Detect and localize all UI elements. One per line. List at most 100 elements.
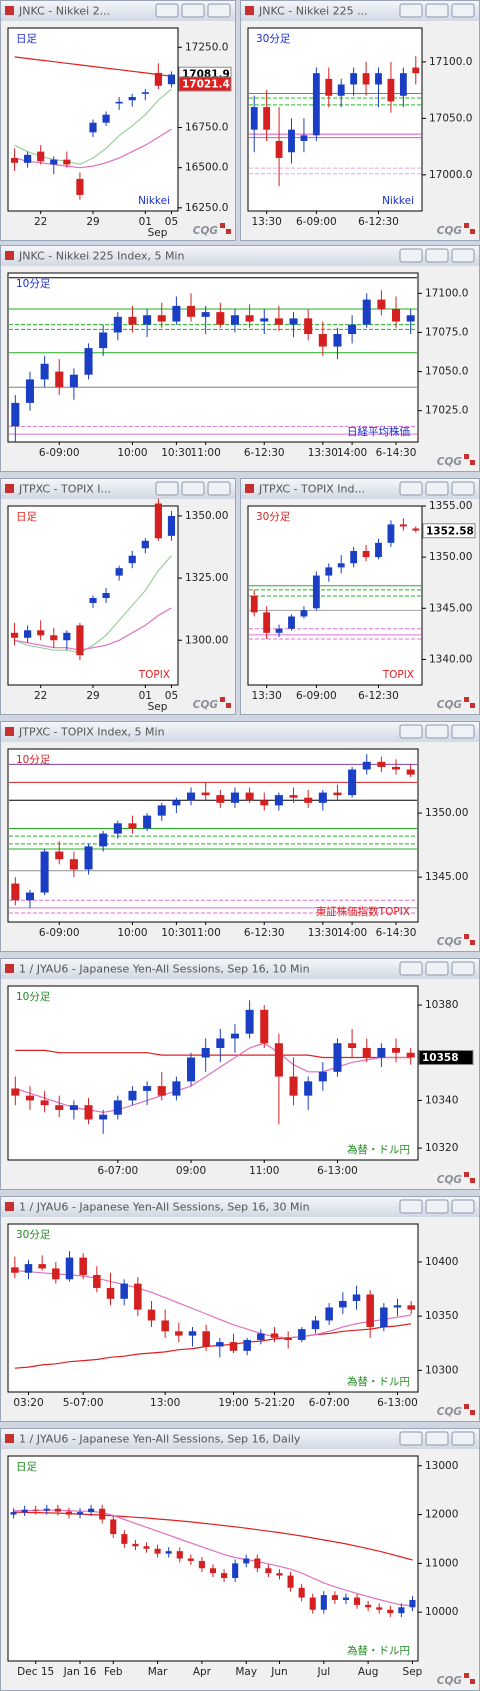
window-button[interactable] xyxy=(425,1431,449,1446)
window-button[interactable] xyxy=(451,481,475,496)
candle-body xyxy=(10,632,19,638)
candle-body xyxy=(84,846,93,870)
window-button[interactable] xyxy=(399,1431,423,1446)
chart-window: 1 / JYAU6 - Japanese Yen-All Sessions, S… xyxy=(0,1428,480,1691)
candle-body xyxy=(339,1300,347,1308)
candle-body xyxy=(284,1337,292,1340)
x-tick-label: 6-14:30 xyxy=(376,927,417,939)
candle-body xyxy=(342,1597,350,1600)
candle-body xyxy=(128,823,137,829)
window-button[interactable] xyxy=(399,961,423,976)
window-button[interactable] xyxy=(451,724,475,739)
candle-body xyxy=(161,1320,169,1332)
period-label: 日足 xyxy=(16,33,37,45)
candle-body xyxy=(333,1043,342,1072)
candle-body xyxy=(110,1519,117,1535)
candle-body xyxy=(377,761,386,767)
candle-body xyxy=(318,334,327,347)
window-button[interactable] xyxy=(399,481,423,496)
logo: CQG xyxy=(437,1174,463,1186)
price-tag-label: 1352.58 xyxy=(426,525,474,537)
window-button[interactable] xyxy=(181,3,205,18)
candle-body xyxy=(298,1329,306,1340)
logo-mark xyxy=(464,697,469,702)
window-icon xyxy=(5,251,14,260)
candle-body xyxy=(362,1047,371,1058)
candle-body xyxy=(320,1595,327,1610)
x-tick-label: 13:30 xyxy=(308,447,338,459)
x-tick-label: 13:00 xyxy=(150,1397,180,1409)
candle-body xyxy=(376,1607,383,1610)
x-tick-label: 6-13:00 xyxy=(377,1397,418,1409)
candle-body xyxy=(10,1512,17,1515)
candle-body xyxy=(154,503,162,539)
window-button[interactable] xyxy=(425,248,449,263)
candle-body xyxy=(99,332,108,349)
plot-area xyxy=(7,1223,419,1393)
window-icon xyxy=(5,484,14,493)
logo: CQG xyxy=(437,699,463,711)
candle-body xyxy=(113,823,122,834)
window-button[interactable] xyxy=(399,724,423,739)
chart-window: JTPXC - TOPIX Index, 5 Min 1350.00 1345.00… xyxy=(0,721,480,952)
candle-body xyxy=(141,92,149,94)
window-button[interactable] xyxy=(451,1431,475,1446)
candle-body xyxy=(245,315,254,322)
window-button[interactable] xyxy=(425,724,449,739)
candle-body xyxy=(243,1339,251,1351)
window-button[interactable] xyxy=(207,3,231,18)
moving-average xyxy=(14,56,172,77)
y-tick-label: 12000 xyxy=(425,1509,458,1521)
candle-body xyxy=(76,178,84,195)
candle-body xyxy=(331,1595,338,1600)
window-button[interactable] xyxy=(425,3,449,18)
window-button[interactable] xyxy=(181,481,205,496)
window-button[interactable] xyxy=(399,248,423,263)
candle-body xyxy=(63,632,71,641)
x-tick-label: 6-09:00 xyxy=(296,690,337,702)
candle-body xyxy=(187,1057,196,1082)
window-button[interactable] xyxy=(399,1199,423,1214)
window-icon xyxy=(5,964,14,973)
window-button[interactable] xyxy=(425,481,449,496)
window-button[interactable] xyxy=(451,3,475,18)
y-tick-label: 1325.00 xyxy=(185,572,228,584)
candle-body xyxy=(40,1100,49,1106)
candle-body xyxy=(274,795,283,806)
x-tick-label: Aug xyxy=(358,1666,379,1678)
candle-body xyxy=(55,371,64,388)
window-button[interactable] xyxy=(155,481,179,496)
candle-body xyxy=(245,792,254,801)
chart-window: JTPXC - TOPIX Ind... 1355.00 1350.00 1345.0… xyxy=(240,478,480,715)
candle-body xyxy=(25,1095,34,1101)
x-tick-label: 6-07:00 xyxy=(97,1165,138,1177)
window-button[interactable] xyxy=(207,481,231,496)
window-button[interactable] xyxy=(451,961,475,976)
window-button[interactable] xyxy=(399,3,423,18)
candle-body xyxy=(69,1105,78,1110)
title-bar xyxy=(1,722,479,742)
y-tick-label: 17075.0 xyxy=(425,326,468,338)
candle-body xyxy=(362,761,371,770)
candle-body xyxy=(304,1081,313,1096)
candle-body xyxy=(188,1331,197,1336)
x-tick-label: 01 xyxy=(139,216,152,228)
x-tick-label: 5-21:20 xyxy=(254,1397,295,1409)
window-button[interactable] xyxy=(425,1199,449,1214)
x-tick-label: 14:00 xyxy=(337,927,367,939)
window-button[interactable] xyxy=(425,961,449,976)
logo-mark xyxy=(470,703,475,708)
candle-body xyxy=(134,1283,142,1310)
period-label: 10分足 xyxy=(16,991,51,1003)
y-tick-label: 1350.00 xyxy=(185,510,228,522)
x-tick-label: Jul xyxy=(316,1666,330,1678)
x-tick-label: 03:20 xyxy=(13,1397,43,1409)
candle-body xyxy=(11,1088,20,1096)
candle-body xyxy=(257,1333,265,1340)
window-button[interactable] xyxy=(451,1199,475,1214)
candle-body xyxy=(176,1551,183,1559)
window-button[interactable] xyxy=(155,3,179,18)
window-button[interactable] xyxy=(451,248,475,263)
logo: CQG xyxy=(437,225,463,237)
